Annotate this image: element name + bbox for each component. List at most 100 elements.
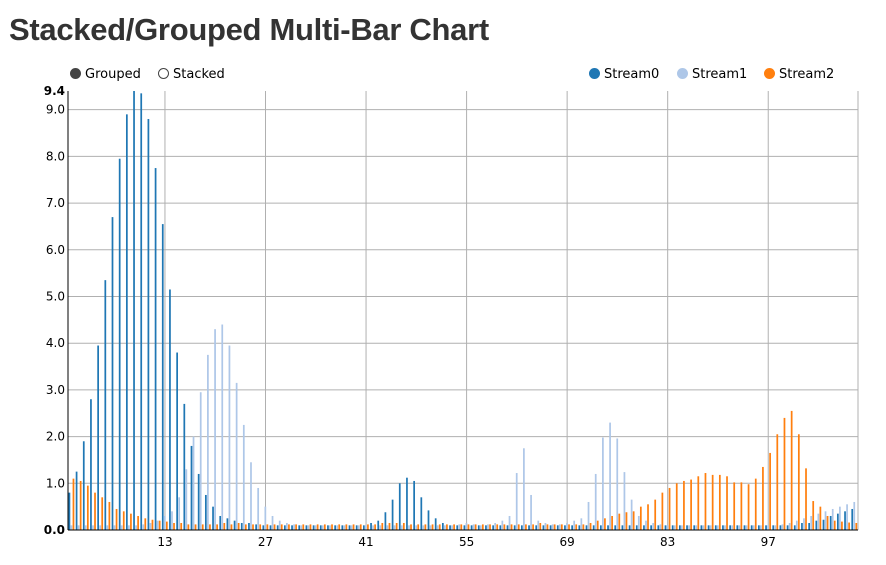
bar-stream2	[216, 524, 218, 530]
bar-stream0	[255, 524, 257, 530]
bar-stream0	[248, 522, 250, 530]
bar-stream1	[795, 520, 798, 530]
legend-item-stream2[interactable]: Stream2	[764, 67, 834, 82]
legend-label-stream0: Stream0	[604, 67, 660, 82]
bar-stream1	[415, 525, 418, 530]
bar-stream2	[194, 524, 197, 530]
bar-stream1	[580, 518, 583, 530]
bar-stream0	[97, 345, 99, 530]
bar-stream2	[374, 524, 376, 530]
bar-stream2	[201, 524, 204, 530]
bar-stream0	[614, 525, 617, 530]
bar-stream0	[599, 525, 602, 530]
bar-stream0	[650, 525, 652, 530]
bar-stream0	[643, 525, 645, 530]
bar-stream0	[470, 525, 473, 530]
bar-stream2	[582, 524, 585, 530]
bar-stream2	[611, 515, 613, 530]
bar-stream1	[343, 525, 346, 530]
bar-stream2	[697, 476, 700, 530]
bar-stream2	[94, 492, 96, 530]
bar-stream0	[477, 525, 480, 530]
legend-item-stream0[interactable]: Stream0	[589, 67, 659, 82]
bar-stream1	[609, 422, 611, 530]
bar-stream0	[204, 494, 207, 530]
bar-stream1	[645, 520, 647, 530]
grouped-toggle[interactable]: Grouped	[70, 67, 141, 82]
bar-stream0	[707, 525, 710, 530]
bar-stream1	[487, 524, 489, 530]
chart-grid	[68, 91, 859, 530]
bar-stream1	[709, 525, 712, 530]
bar-stream0	[578, 525, 581, 530]
bar-stream1	[70, 525, 73, 530]
bar-stream1	[429, 525, 432, 530]
bar-stream1	[178, 497, 181, 530]
stacked-toggle[interactable]: Stacked	[158, 67, 225, 82]
y-tick-label: 8.0	[46, 149, 65, 163]
bar-stream0	[176, 352, 178, 530]
bar-stream2	[230, 524, 233, 530]
bar-stream0	[154, 168, 157, 530]
bar-stream1	[436, 525, 439, 530]
bar-stream0	[793, 525, 796, 530]
bar-stream2	[776, 434, 779, 530]
bar-stream1	[149, 522, 152, 530]
bar-stream1	[681, 525, 683, 530]
bar-stream2	[769, 452, 771, 530]
bar-stream2	[180, 522, 183, 530]
bar-stream2	[589, 522, 592, 530]
bar-stream0	[786, 525, 789, 530]
bar-stream1	[673, 525, 676, 530]
bar-stream0	[262, 525, 265, 530]
bar-stream1	[767, 525, 769, 530]
y-tick-label: 9.4	[44, 84, 65, 98]
legend-dot-icon	[677, 68, 688, 79]
y-tick-label: 9.0	[46, 103, 65, 117]
bar-stream0	[190, 445, 193, 530]
bar-stream1	[688, 525, 690, 530]
bar-stream1	[372, 525, 374, 530]
bar-stream1	[293, 524, 295, 530]
bar-stream1	[185, 469, 188, 530]
bar-stream2	[654, 499, 657, 530]
bar-stream0	[492, 525, 494, 530]
stacked-radio-icon[interactable]	[158, 68, 169, 79]
bar-stream2	[625, 512, 628, 530]
bar-stream1	[250, 462, 252, 530]
bar-stream0	[743, 525, 746, 530]
bar-stream2	[553, 524, 556, 530]
bar-stream1	[666, 525, 669, 530]
bar-stream1	[724, 525, 726, 530]
bar-stream0	[197, 473, 200, 530]
bar-stream2	[790, 410, 793, 530]
bar-stream2	[280, 524, 283, 530]
x-tick-label: 41	[358, 535, 373, 549]
bar-stream1	[278, 520, 281, 530]
bar-stream0	[779, 525, 782, 530]
bar-stream1	[257, 487, 260, 530]
bar-stream1	[271, 515, 274, 530]
bar-stream2	[783, 417, 786, 530]
bar-stream0	[111, 217, 114, 530]
bar-stream1	[515, 473, 518, 530]
bar-stream2	[338, 524, 341, 530]
x-tick-label: 97	[761, 535, 776, 549]
bar-stream1	[336, 525, 339, 530]
bar-stream0	[370, 522, 372, 530]
bar-stream0	[592, 525, 595, 530]
bar-stream1	[702, 525, 705, 530]
bar-stream1	[357, 525, 360, 530]
bar-stream1	[228, 345, 231, 530]
bar-stream2	[718, 474, 721, 530]
bar-stream1	[221, 324, 224, 530]
bar-stream2	[812, 501, 815, 530]
bar-stream0	[233, 520, 236, 530]
legend-item-stream1[interactable]: Stream1	[677, 67, 747, 82]
bar-stream0	[276, 525, 279, 530]
bar-stream2	[747, 484, 750, 530]
bar-stream1	[716, 525, 719, 530]
grouped-radio-icon[interactable]	[70, 68, 81, 79]
bar-stream1	[350, 525, 353, 530]
